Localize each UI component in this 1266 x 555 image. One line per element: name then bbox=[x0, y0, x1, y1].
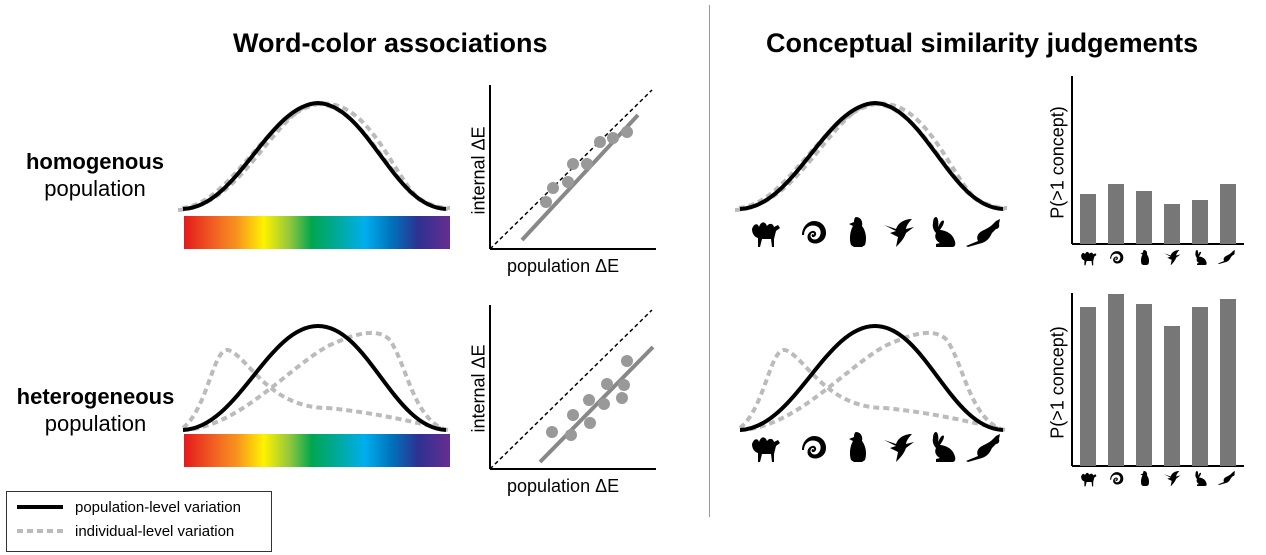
legend-solid-line bbox=[17, 505, 63, 509]
scatter-xlabel-bottom: population ΔE bbox=[507, 476, 620, 496]
rabbit-icon bbox=[1195, 250, 1207, 265]
bar-ylabel-top: P(>1 concept) bbox=[1047, 106, 1068, 219]
bar bbox=[1220, 299, 1236, 466]
scatter-point bbox=[616, 392, 628, 404]
animal-icons-row-top bbox=[752, 217, 1000, 247]
individual-curve bbox=[739, 330, 1004, 432]
chameleon-icon bbox=[802, 221, 826, 244]
bar-chart-bottom bbox=[1071, 293, 1244, 487]
bar bbox=[1080, 194, 1096, 244]
color-spectrum-bar-bottom bbox=[184, 434, 450, 467]
legend-dashed-line bbox=[17, 529, 63, 533]
scatter-point bbox=[621, 355, 633, 367]
penguin-icon bbox=[1140, 250, 1149, 265]
bar bbox=[1220, 184, 1236, 244]
legend: population-level variation individual-le… bbox=[6, 491, 272, 552]
camel-icon bbox=[1081, 251, 1097, 266]
scatter-point bbox=[567, 409, 579, 421]
scatter-point bbox=[547, 182, 559, 194]
penguin-icon bbox=[1140, 471, 1149, 486]
bar bbox=[1108, 294, 1124, 466]
hummingbird-icon bbox=[884, 219, 914, 247]
camel-icon bbox=[1081, 472, 1097, 487]
scatter-point bbox=[567, 158, 579, 170]
legend-item-population: population-level variation bbox=[7, 495, 271, 519]
scatter-point bbox=[594, 136, 606, 148]
scatter-ylabel-top: internal ΔE bbox=[468, 126, 489, 215]
heading-conceptual-similarity: Conceptual similarity judgements bbox=[766, 28, 1199, 58]
scatter-point bbox=[581, 158, 593, 170]
chameleon-icon bbox=[1110, 472, 1124, 485]
kangaroo-icon bbox=[1218, 471, 1235, 485]
animal-icons-row-bottom bbox=[752, 432, 1000, 462]
population-curve bbox=[739, 323, 1004, 432]
row-label-normal: population bbox=[44, 411, 147, 436]
individual-curve bbox=[181, 348, 449, 432]
row-label-homogenous: homogenous population bbox=[20, 148, 170, 202]
hummingbird-icon bbox=[1164, 471, 1181, 487]
penguin-icon bbox=[849, 217, 866, 247]
row-label-heterogeneous: heterogeneous population bbox=[8, 383, 183, 437]
bar bbox=[1080, 307, 1096, 466]
bar bbox=[1136, 191, 1152, 244]
scatter-point bbox=[583, 394, 595, 406]
distribution-curves-top-left bbox=[178, 100, 451, 212]
hummingbird-icon bbox=[884, 434, 914, 462]
scatter-plot-top bbox=[489, 85, 656, 250]
distribution-curves-bottom-right bbox=[738, 323, 1006, 432]
scatter-point bbox=[618, 379, 630, 391]
fit-line bbox=[538, 345, 655, 464]
scatter-point bbox=[562, 176, 574, 188]
scatter-point bbox=[540, 196, 552, 208]
scatter-ylabel-bottom: internal ΔE bbox=[468, 344, 489, 433]
population-curve bbox=[182, 100, 447, 211]
individual-curve bbox=[738, 348, 1006, 432]
chameleon-icon bbox=[802, 436, 826, 459]
scatter-xlabel-top: population ΔE bbox=[507, 256, 620, 276]
color-spectrum-bar-top bbox=[184, 216, 450, 249]
bar bbox=[1164, 326, 1180, 466]
fit-line bbox=[520, 113, 640, 242]
population-curve bbox=[182, 323, 447, 432]
rabbit-icon bbox=[1195, 471, 1207, 486]
scatter-point bbox=[598, 398, 610, 410]
population-curve bbox=[739, 100, 1004, 211]
chameleon-icon bbox=[1110, 251, 1124, 264]
bar bbox=[1192, 307, 1208, 466]
bar bbox=[1164, 204, 1180, 244]
bar bbox=[1136, 304, 1152, 466]
kangaroo-icon bbox=[1218, 250, 1235, 264]
bar-chart-top bbox=[1071, 76, 1244, 266]
scatter-point bbox=[546, 426, 558, 438]
hummingbird-icon bbox=[1164, 250, 1181, 266]
legend-item-individual: individual-level variation bbox=[7, 519, 271, 543]
bar bbox=[1192, 200, 1208, 244]
scatter-plot-bottom bbox=[489, 305, 656, 470]
distribution-curves-bottom-left bbox=[181, 323, 449, 432]
identity-line bbox=[489, 309, 653, 470]
bar-ylabel-bottom: P(>1 concept) bbox=[1047, 326, 1068, 439]
camel-icon bbox=[752, 222, 780, 247]
scatter-point bbox=[601, 378, 613, 390]
panel-divider bbox=[709, 5, 710, 517]
rabbit-icon bbox=[932, 217, 956, 247]
legend-label-individual: individual-level variation bbox=[75, 522, 235, 540]
scatter-point bbox=[621, 126, 633, 138]
distribution-curves-top-right bbox=[735, 100, 1008, 212]
row-label-bold: homogenous bbox=[25, 149, 165, 174]
heading-word-color: Word-color associations bbox=[233, 28, 548, 58]
row-label-normal: population bbox=[44, 176, 146, 201]
scatter-point bbox=[565, 429, 577, 441]
kangaroo-icon bbox=[966, 434, 1000, 462]
camel-icon bbox=[752, 437, 780, 462]
legend-label-population: population-level variation bbox=[75, 498, 241, 516]
penguin-icon bbox=[849, 432, 866, 462]
bar bbox=[1108, 184, 1124, 244]
scatter-point bbox=[607, 132, 619, 144]
row-label-bold: heterogeneous bbox=[16, 384, 175, 409]
kangaroo-icon bbox=[966, 219, 1000, 247]
individual-curve bbox=[182, 330, 447, 432]
rabbit-icon bbox=[932, 432, 956, 462]
scatter-point bbox=[584, 417, 596, 429]
